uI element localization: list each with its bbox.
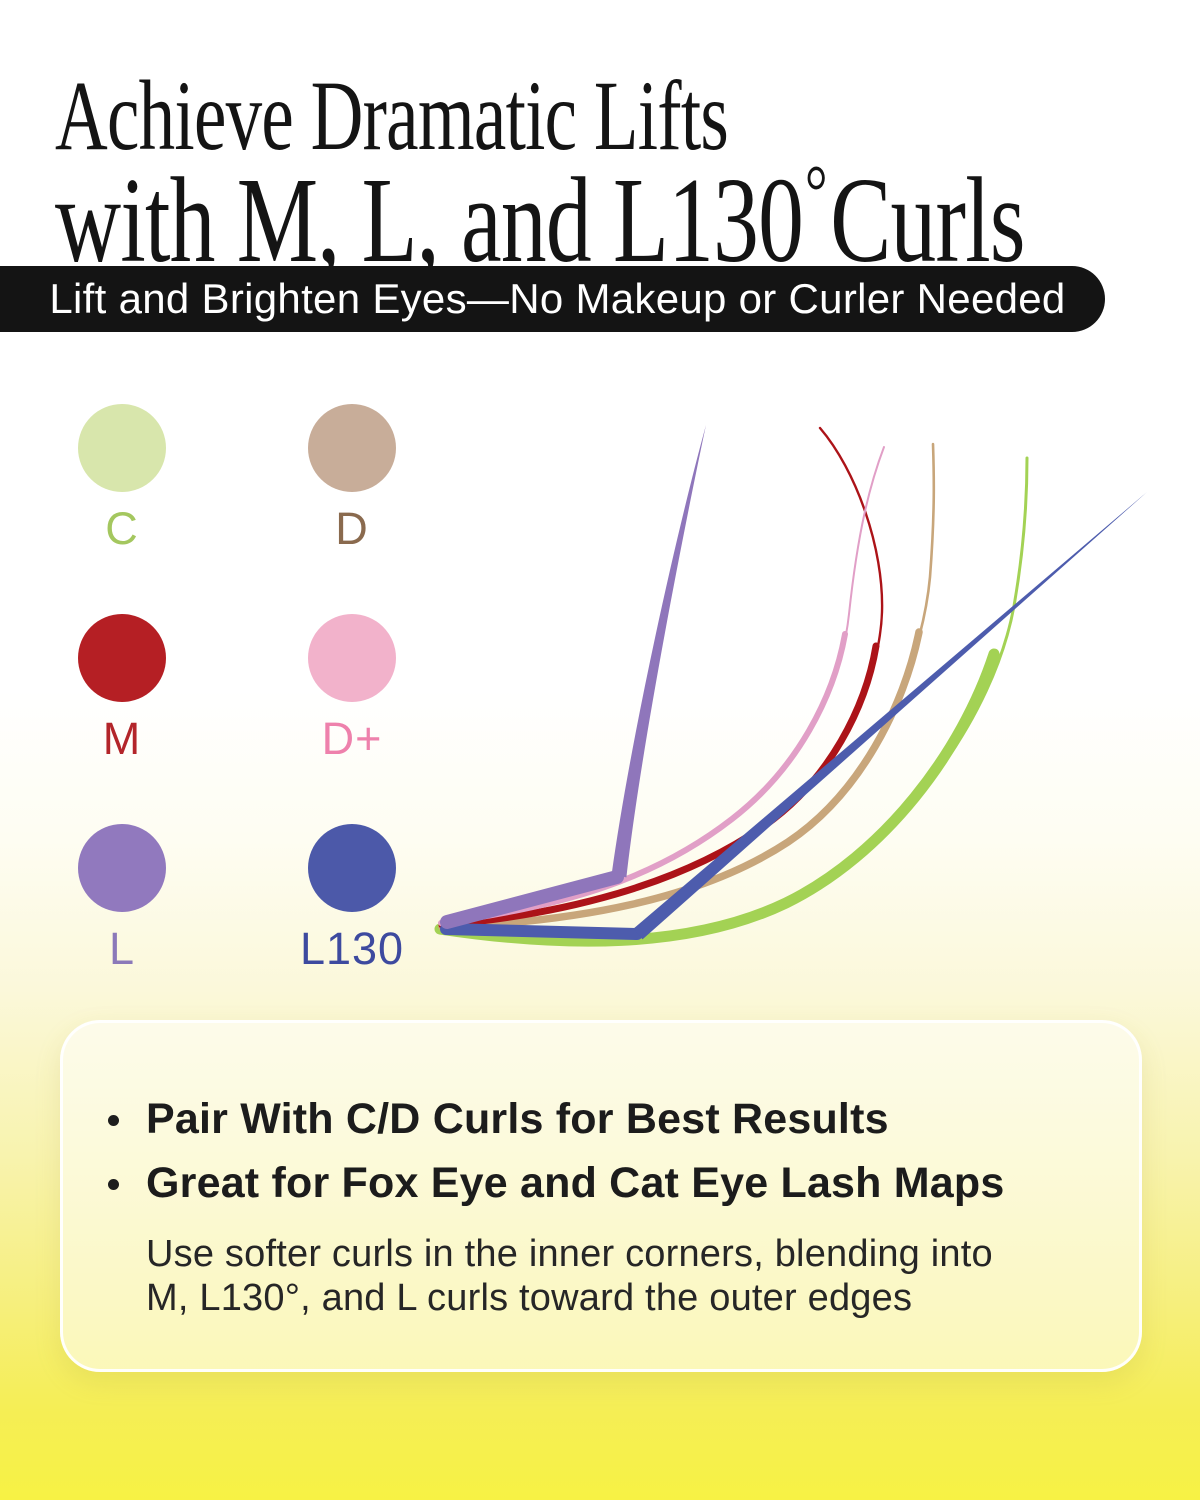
bullet-dot [108, 1178, 119, 1190]
page-title-line2: with M, L, and L130°Curls [55, 155, 1026, 282]
legend-item-c: C [32, 404, 212, 551]
m-curl-curve-base [438, 642, 880, 929]
page-title-line1: Achieve Dramatic Lifts [55, 60, 729, 171]
title-line2-prefix: with M, L, and L130 [55, 153, 804, 288]
l-curl-lift [611, 425, 706, 878]
c-curl-curve-base [434, 648, 1000, 947]
d-curl-swatch [308, 404, 396, 492]
legend-item-m: M [32, 614, 212, 761]
m-curl-curve [440, 426, 884, 927]
c-curl-label: C [105, 503, 139, 554]
bullet-dot [108, 1115, 119, 1126]
subtitle-banner-text: Lift and Brighten Eyes—No Makeup or Curl… [49, 275, 1066, 322]
c-curl-curve [438, 456, 1029, 943]
usage-note: Use softer curls in the inner corners, b… [146, 1232, 1099, 1320]
l-curl-label: L [108, 923, 136, 974]
legend-item-d-plus: D+ [262, 614, 442, 761]
bullet-item: Great for Fox Eye and Cat Eye Lash Maps [108, 1158, 1099, 1207]
l130-curl-lift [633, 492, 1147, 940]
tips-box: Pair With C/D Curls for Best Results Gre… [60, 1020, 1142, 1372]
d-curl-label: D [335, 503, 369, 554]
legend-item-d: D [262, 404, 442, 551]
degree-symbol: ° [804, 151, 828, 235]
l-curl-base [440, 870, 624, 929]
title-line2-suffix: Curls [830, 153, 1025, 288]
bullet-text-pair-curls: Pair With C/D Curls for Best Results [146, 1095, 889, 1143]
bullet-text-lash-maps: Great for Fox Eye and Cat Eye Lash Maps [146, 1158, 1005, 1207]
m-curl-swatch [78, 614, 166, 702]
legend-item-l: L [32, 824, 212, 971]
d-plus-curl-swatch [308, 614, 396, 702]
d-plus-curl-label: D+ [321, 713, 383, 764]
usage-note-line1: Use softer curls in the inner corners, b… [146, 1232, 993, 1275]
usage-note-line2: M, L130°, and L curls toward the outer e… [146, 1276, 913, 1319]
d-plus-curl-curve [440, 446, 885, 924]
subtitle-banner: Lift and Brighten Eyes—No Makeup or Curl… [0, 266, 1105, 332]
l130-curl-label: L130 [299, 923, 405, 974]
l130-curl-swatch [308, 824, 396, 912]
d-curl-curve [440, 442, 936, 929]
l130-curl-base [440, 923, 643, 940]
l-curl-swatch [78, 824, 166, 912]
d-curl-curve-base [438, 628, 923, 931]
legend-item-l130: L130 [262, 824, 442, 971]
c-curl-swatch [78, 404, 166, 492]
bullet-item: Pair With C/D Curls for Best Results [108, 1095, 1099, 1143]
m-curl-label: M [102, 713, 142, 764]
d-plus-curl-curve-base [438, 631, 848, 926]
